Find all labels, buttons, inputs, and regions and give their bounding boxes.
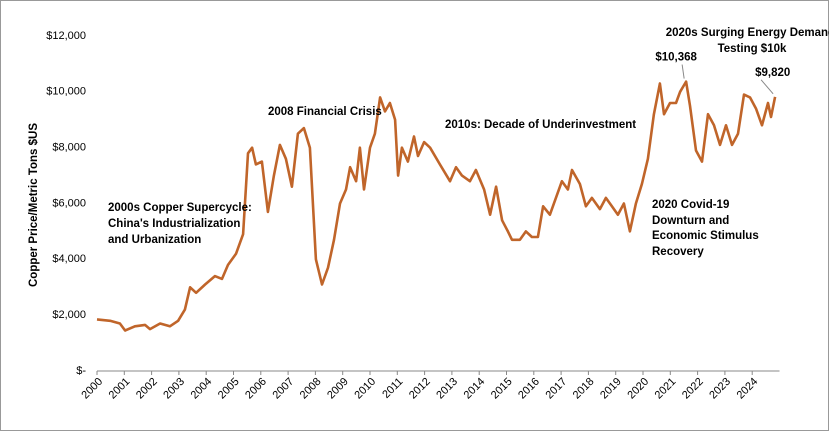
y-tick-label: $2,000 bbox=[52, 309, 86, 321]
annotation: Testing $10k bbox=[718, 43, 787, 55]
y-axis-label: Copper Price/Metric Tons $US bbox=[28, 123, 40, 287]
y-tick-label: $4,000 bbox=[52, 253, 86, 265]
price-line bbox=[96, 80, 777, 332]
value-label: $9,820 bbox=[755, 67, 790, 79]
annotation: 2010s: Decade of Underinvestment bbox=[445, 119, 636, 131]
y-tick-label: $10,000 bbox=[46, 86, 86, 98]
label-leader bbox=[760, 79, 774, 95]
annotation: and Urbanization bbox=[108, 234, 201, 246]
annotation: Downturn and bbox=[652, 215, 729, 227]
annotation: Economic Stimulus bbox=[652, 230, 759, 242]
value-label: $10,368 bbox=[655, 52, 697, 64]
annotation: China's Industrialization bbox=[108, 218, 240, 230]
y-tick-label: $8,000 bbox=[52, 142, 86, 154]
annotation: 2020s Surging Energy Demand, bbox=[666, 27, 829, 39]
annotation: 2008 Financial Crisis bbox=[268, 106, 382, 118]
label-leader bbox=[681, 64, 685, 79]
annotation: 2000s Copper Supercycle: bbox=[108, 202, 252, 214]
y-tick-label: $- bbox=[76, 365, 86, 377]
y-tick-label: $6,000 bbox=[52, 197, 86, 209]
annotation: 2020 Covid-19 bbox=[652, 199, 729, 211]
y-tick-label: $12,000 bbox=[46, 30, 86, 42]
annotation: Recovery bbox=[652, 246, 704, 258]
